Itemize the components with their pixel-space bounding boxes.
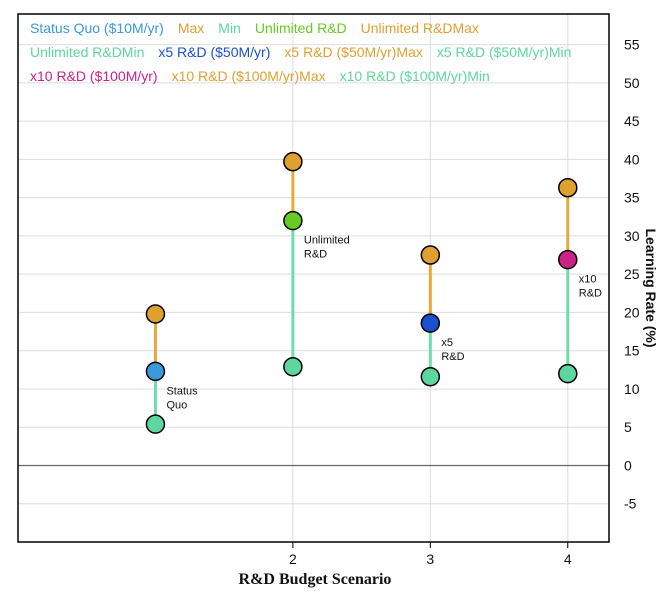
point-annotation: Status — [166, 385, 198, 397]
max-point — [558, 177, 578, 198]
x-tick-label: 4 — [564, 551, 572, 567]
grid — [18, 14, 609, 542]
legend-entry: x10 R&D ($100M/yr) — [30, 68, 158, 84]
point-annotation: Unlimited — [304, 235, 350, 247]
y-tick-label: 10 — [624, 381, 640, 397]
legend: Status Quo ($10M/yr) Max Min Unlimited R&D U… — [30, 20, 571, 84]
legend-entry: x5 R&D ($50M/yr) — [158, 44, 270, 60]
y-tick-label: -5 — [624, 496, 637, 512]
point-annotation: R&D — [441, 351, 464, 363]
min-point — [558, 363, 578, 384]
min-point — [145, 414, 166, 434]
y-tick-label: 15 — [624, 343, 640, 359]
point-annotation: Quo — [166, 399, 187, 411]
min-point — [283, 357, 303, 377]
max-point — [145, 304, 166, 324]
scenario-point — [558, 249, 578, 270]
plot-frame — [17, 13, 610, 543]
legend-entry: Unlimited R&DMax — [361, 20, 479, 36]
max-point — [283, 151, 303, 172]
max-point — [420, 245, 441, 265]
y-tick-label: 20 — [624, 304, 640, 320]
annotations: Status Quo Unlimited R&D x5 R&D x10 R&D — [166, 235, 602, 412]
legend-entry: x5 R&D ($50M/yr)Min — [437, 44, 572, 60]
legend-entry: Min — [218, 20, 241, 36]
scenario-point — [420, 313, 441, 333]
point-annotation: R&D — [304, 249, 327, 261]
legend-entry: Unlimited R&DMin — [30, 44, 144, 60]
legend-entry: Unlimited R&D — [255, 20, 347, 36]
y-tick-label: 5 — [624, 419, 632, 435]
x-tick-label: 3 — [426, 551, 434, 567]
y-tick-label: 25 — [624, 266, 640, 282]
point-annotation: R&D — [579, 288, 602, 300]
scenario-point — [283, 210, 303, 231]
min-point — [420, 366, 441, 387]
y-tick-label: 50 — [624, 75, 640, 91]
legend-entry: Status Quo ($10M/yr) — [30, 20, 164, 36]
legend-entry: x10 R&D ($100M/yr)Min — [340, 68, 490, 84]
y-tick-label: 0 — [624, 457, 632, 473]
y-tick-label: 45 — [624, 113, 640, 129]
point-annotation: x5 — [441, 337, 453, 349]
y-tick-label: 40 — [624, 151, 640, 167]
y-tick-label: 35 — [624, 190, 640, 206]
x-tick-label: 2 — [289, 551, 297, 567]
y-axis-ticks: -5 0 5 10 15 20 25 30 35 40 45 50 55 — [624, 37, 640, 512]
x-axis-ticks: 2 3 4 — [289, 542, 572, 567]
scenario-point — [145, 361, 166, 382]
legend-entry: x5 R&D ($50M/yr)Max — [284, 44, 422, 60]
point-annotation: x10 — [579, 274, 597, 286]
data-points — [145, 151, 578, 434]
x-axis-label: R&D Budget Scenario — [239, 571, 392, 588]
range-lines — [153, 161, 570, 425]
legend-entry: Max — [178, 20, 204, 36]
y-tick-label: 55 — [624, 37, 640, 53]
y-tick-label: 30 — [624, 228, 640, 244]
legend-entry: x10 R&D ($100M/yr)Max — [172, 68, 326, 84]
y-axis-label: Learning Rate (%) — [643, 228, 659, 347]
